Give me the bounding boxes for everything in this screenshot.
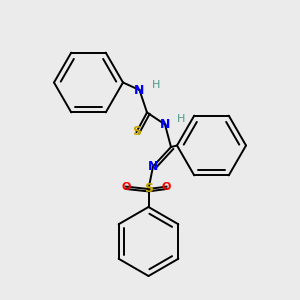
Text: H: H (152, 80, 160, 90)
Text: O: O (121, 182, 131, 192)
Text: N: N (160, 118, 170, 131)
Text: N: N (148, 160, 158, 173)
Text: S: S (132, 125, 141, 139)
Text: H: H (177, 114, 186, 124)
Text: S: S (144, 182, 153, 196)
Text: O: O (162, 182, 171, 192)
Text: N: N (134, 83, 145, 97)
